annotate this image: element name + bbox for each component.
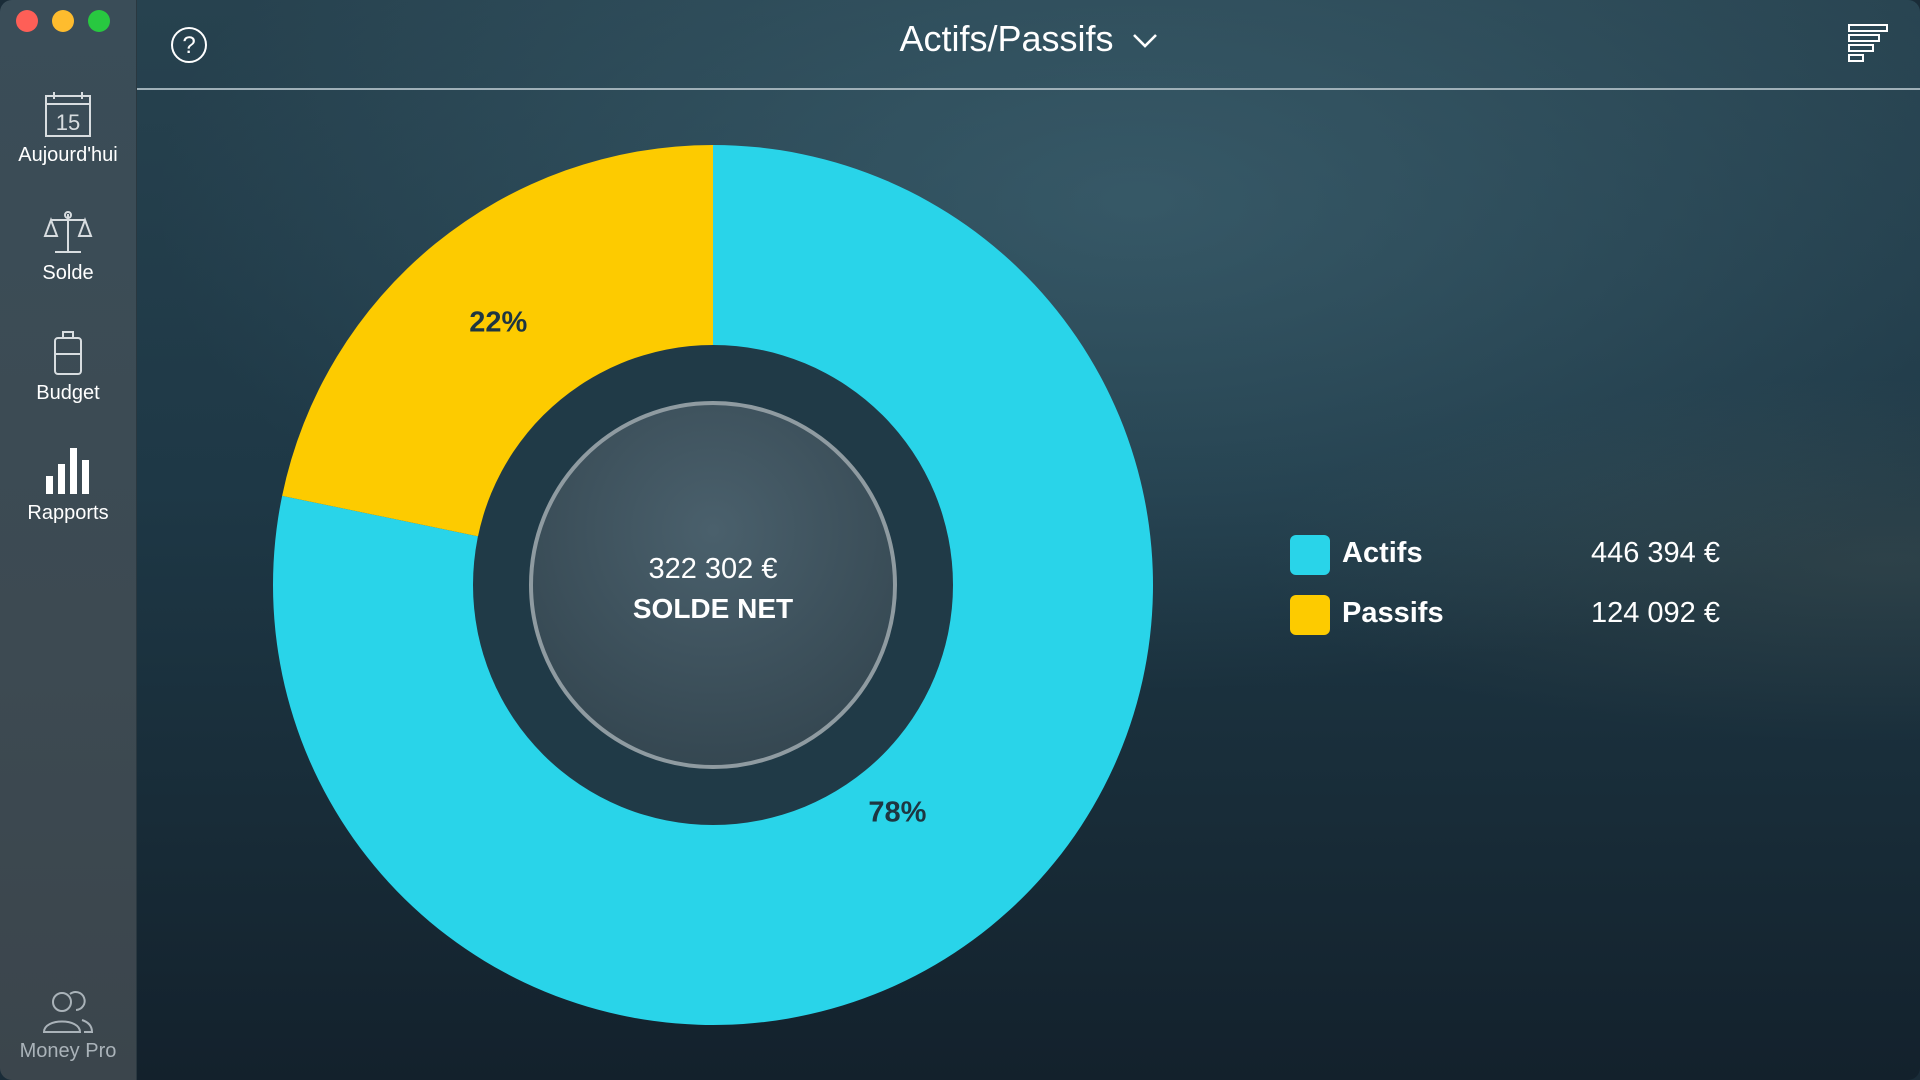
sidebar-item-today[interactable]: 15 Aujourd'hui [0,92,136,167]
percent-labels: 78% 22% [469,306,926,828]
bar-chart-icon [46,448,89,494]
toolbar: ? Actifs/Passifs [137,0,1920,90]
sidebar-footer-money-pro[interactable]: Money Pro [0,990,136,1063]
calendar-day-number: 15 [56,110,80,135]
legend-value: 446 394 € [1590,537,1720,569]
sidebar-item-label: Rapports [27,502,109,524]
jar-icon [54,331,82,375]
list-menu-button[interactable] [1848,24,1888,67]
net-balance-button[interactable] [529,401,897,769]
legend-swatch [1290,595,1330,635]
calendar-icon: 15 [45,92,91,137]
close-window-button[interactable] [16,10,38,32]
sidebar-item-label: Budget [36,382,100,404]
legend-label: Passifs [1342,597,1444,629]
net-balance-amount: 322 302 € [648,553,777,585]
users-icon [42,991,94,1033]
legend-label: Actifs [1342,537,1423,569]
report-title: Actifs/Passifs [899,18,1114,59]
sidebar-item-budget[interactable]: Budget [0,330,136,405]
legend-value: 124 092 € [1590,597,1720,629]
balance-scale-icon [43,211,93,253]
help-button[interactable]: ? [171,27,207,63]
report-type-selector[interactable]: Actifs/Passifs [137,18,1920,60]
donut-chart: 322 302 € SOLDE NET 78% 22% [272,145,1153,1025]
zoom-window-button[interactable] [88,10,110,32]
sidebar-item-label: Aujourd'hui [18,144,118,166]
net-balance-label: SOLDE NET [633,593,793,624]
minimize-window-button[interactable] [52,10,74,32]
sidebar: 15 Aujourd'hui Solde Budget [0,0,137,1080]
chevron-down-icon [1132,34,1157,49]
main-content: ? Actifs/Passifs [137,0,1920,1080]
sidebar-item-balance[interactable]: Solde [0,210,136,285]
list-menu-icon [1848,24,1888,62]
window-controls [16,10,110,32]
sidebar-item-label: Solde [42,262,94,284]
chart-legend: Actifs 446 394 € Passifs 124 092 € [1290,533,1920,653]
sidebar-item-reports[interactable]: Rapports [0,446,136,525]
percent-label-passifs: 22% [469,306,527,338]
legend-swatch [1290,535,1330,575]
percent-label-actifs: 78% [868,796,926,828]
legend-item-assets[interactable]: Actifs 446 394 € [1290,533,1920,593]
sidebar-footer-label: Money Pro [19,1040,117,1062]
legend-item-liabilities[interactable]: Passifs 124 092 € [1290,593,1920,653]
